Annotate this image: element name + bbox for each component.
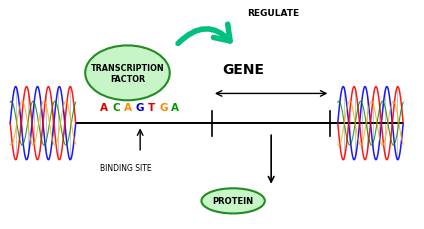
Text: G: G (136, 102, 144, 112)
Ellipse shape (201, 188, 265, 213)
Text: TRANSCRIPTION
FACTOR: TRANSCRIPTION FACTOR (91, 64, 164, 83)
Text: GENE: GENE (223, 63, 265, 77)
Ellipse shape (85, 46, 170, 101)
Text: C: C (112, 102, 120, 112)
Text: A: A (100, 102, 108, 112)
Text: G: G (159, 102, 167, 112)
Text: A: A (124, 102, 132, 112)
FancyArrowPatch shape (178, 25, 230, 44)
Text: BINDING SITE: BINDING SITE (100, 164, 151, 172)
Text: PROTEIN: PROTEIN (212, 196, 254, 205)
Text: A: A (171, 102, 179, 112)
Text: T: T (148, 102, 155, 112)
Text: REGULATE: REGULATE (247, 9, 299, 18)
